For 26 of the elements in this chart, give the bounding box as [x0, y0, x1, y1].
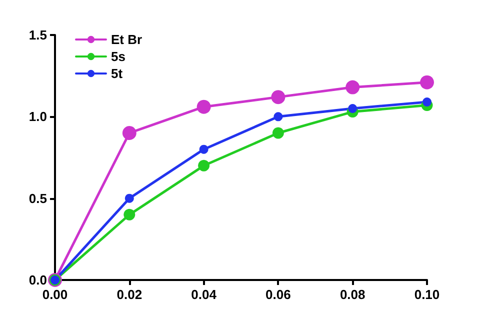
point: [272, 127, 284, 139]
x-tick-label: 0.06: [266, 287, 291, 302]
point: [196, 100, 211, 114]
point: [420, 75, 434, 90]
point: [346, 80, 360, 94]
y-tick-label: 0.0: [28, 272, 47, 288]
point: [199, 144, 208, 154]
point: [124, 194, 134, 203]
point: [348, 104, 358, 113]
x-tick-label: 0.08: [340, 287, 366, 302]
x-tick-label: 0.02: [116, 287, 142, 302]
legend-label: 5t: [111, 66, 124, 81]
legend-label: 5s: [111, 49, 126, 64]
y-tick-label: 0.5: [28, 190, 47, 206]
point: [274, 112, 283, 122]
point: [124, 208, 136, 220]
y-tick-label: 1.5: [28, 28, 47, 42]
x-tick-label: 0.04: [191, 287, 218, 302]
point: [122, 126, 136, 140]
point: [271, 90, 286, 104]
x-tick-label: 0.00: [42, 287, 68, 302]
x-tick-label: 0.10: [414, 287, 440, 302]
y-tick-label: 1.0: [28, 109, 47, 124]
point: [198, 160, 210, 172]
legend-label: Et Br: [111, 32, 142, 47]
point: [422, 97, 432, 106]
